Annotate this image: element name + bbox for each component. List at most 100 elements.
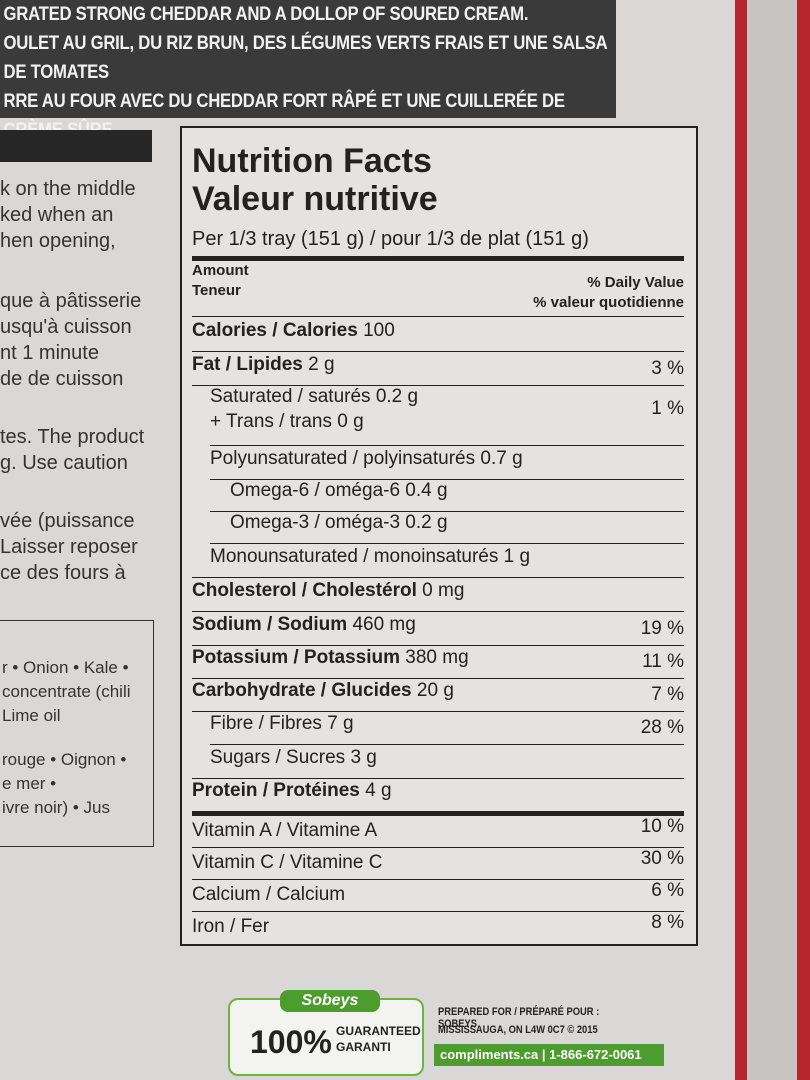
ingredients: r • Onion • Kale • concentrate (chili Li…	[2, 656, 131, 820]
daily-value-pct: 1 %	[651, 398, 684, 419]
daily-value-pct: 6 %	[651, 880, 684, 901]
nutrient-label: Omega-6 / oméga-6 0.4 g	[230, 480, 448, 501]
rule	[192, 778, 684, 779]
vitamin-row: Calcium / Calcium 6 %	[192, 880, 684, 906]
nutrient-row: Potassium / Potassium 380 mg 11 %	[192, 647, 684, 672]
address: MISSISSAUGA, ON L4W 0C7 © 2015	[438, 1024, 598, 1036]
footer: Sobeys 100% GUARANTEED GARANTI PREPARED …	[228, 990, 668, 1076]
nutrient-row: Sugars / Sucres 3 g	[210, 747, 684, 769]
guarantee: 100%	[250, 1024, 332, 1060]
rule	[210, 744, 684, 745]
nutrient-row: Protein / Protéines 4 g	[192, 780, 684, 802]
banner-line: OULET AU GRIL, DU RIZ BRUN, DES LÉGUMES …	[3, 33, 608, 83]
text-line: g. Use caution	[0, 452, 128, 474]
nutrient-label: Saturated / saturés 0.2 g	[210, 386, 419, 407]
rule	[210, 479, 684, 480]
text-line: vée (puissance	[0, 510, 135, 532]
rule	[192, 678, 684, 679]
amount-fr: Teneur	[192, 282, 241, 299]
brand-logo: Sobeys	[280, 990, 380, 1012]
rule	[192, 811, 684, 816]
text-line: concentrate (chili	[2, 682, 131, 701]
section-bar	[0, 130, 152, 162]
text-line: usqu'à cuisson	[0, 316, 132, 338]
rule	[192, 879, 684, 880]
daily-value-pct: 11 %	[642, 651, 684, 672]
vitamin-label: Calcium / Calcium	[192, 884, 346, 905]
rule	[192, 577, 684, 578]
serving: Per 1/3 tray (151 g) / pour 1/3 de plat …	[192, 228, 589, 250]
daily-value-pct: 7 %	[651, 684, 684, 705]
nutrient-row: Fat / Lipides 2 g 3 %	[192, 354, 684, 379]
vitamin-label: Vitamin C / Vitamine C	[192, 852, 383, 873]
nutrient-label: Monounsaturated / monoinsaturés 1 g	[210, 546, 531, 567]
rule	[192, 256, 684, 261]
rule	[192, 316, 684, 317]
banner: GRATED STRONG CHEDDAR AND A DOLLOP OF SO…	[0, 0, 616, 141]
daily-value-pct: 10 %	[640, 816, 684, 837]
nutrient-line2: + Trans / trans 0 g	[210, 411, 364, 432]
text-line: que à pâtisserie	[0, 290, 142, 312]
nutrient-label: Potassium / Potassium	[192, 647, 401, 668]
vitamin-label: Iron / Fer	[192, 916, 270, 937]
text-line: ce des fours à	[0, 562, 126, 584]
rule	[192, 611, 684, 612]
nutrient-label: Sugars / Sucres 3 g	[210, 747, 377, 768]
rule	[192, 847, 684, 848]
daily-value-pct: 8 %	[651, 912, 684, 933]
nutrient-label: Fibre / Fibres 7 g	[210, 713, 354, 734]
daily-value-pct: 30 %	[640, 848, 684, 869]
daily-value-fr: % valeur quotidienne	[533, 294, 684, 311]
nutrient-amount: 20 g	[416, 680, 454, 701]
text-line: nt 1 minute	[0, 342, 99, 364]
prepared-for: PREPARED FOR / PRÉPARÉ POUR : SOBEYS	[438, 1006, 600, 1030]
rule	[210, 543, 684, 544]
rule	[210, 445, 684, 446]
nutrient-amount: 0 mg	[422, 580, 465, 601]
instructions: k on the middle ked when an hen opening,…	[0, 176, 144, 586]
daily-value-pct: 3 %	[651, 358, 684, 379]
text-line: hen opening,	[0, 230, 116, 252]
contact: compliments.ca | 1-866-672-0061	[434, 1044, 664, 1066]
nutrient-label: Protein / Protéines	[192, 780, 360, 801]
rule	[210, 511, 684, 512]
garanti: GARANTI	[336, 1040, 391, 1054]
nutrient-label: Polyunsaturated / polyinsaturés 0.7 g	[210, 448, 523, 469]
text-line: ked when an	[0, 204, 114, 226]
nutrient-label: Calories / Calories	[192, 320, 358, 341]
text-line: e mer •	[2, 774, 57, 793]
ingredients-box	[0, 620, 154, 847]
nutrient-label: Cholesterol / Cholestérol	[192, 580, 417, 601]
nutrient-row: Sodium / Sodium 460 mg 19 %	[192, 614, 684, 639]
nutrient-amount: 100	[363, 320, 395, 341]
text-line: Lime oil	[2, 706, 61, 725]
nutrient-label: Omega-3 / oméga-3 0.2 g	[230, 512, 448, 533]
nutrient-row: Omega-6 / oméga-6 0.4 g	[230, 480, 684, 502]
rule	[192, 351, 684, 352]
nutrient-row: Cholesterol / Cholestérol 0 mg	[192, 580, 684, 602]
nutrient-amount: 460 mg	[352, 614, 416, 635]
text-line: r • Onion • Kale •	[2, 658, 129, 677]
nutrition-panel: Nutrition Facts Valeur nutritive Per 1/3…	[180, 126, 698, 946]
nutrient-row: Saturated / saturés 0.2 g + Trans / trans…	[210, 386, 684, 433]
text-line: rouge • Oignon •	[2, 750, 127, 769]
nutrient-label: Fat / Lipides	[192, 354, 303, 375]
nutrient-amount: 2 g	[308, 354, 335, 375]
title-fr: Valeur nutritive	[192, 180, 438, 218]
nutrient-label: Sodium / Sodium	[192, 614, 348, 635]
red-strip	[735, 0, 810, 1080]
text-line: k on the middle	[0, 178, 136, 200]
nutrient-amount: 380 mg	[405, 647, 469, 668]
nutrient-row: Monounsaturated / monoinsaturés 1 g	[210, 546, 684, 568]
text-line: de de cuisson	[0, 368, 124, 390]
rule	[192, 385, 684, 386]
rule	[192, 645, 684, 646]
rule	[192, 711, 684, 712]
daily-value-pct: 19 %	[640, 618, 684, 639]
vitamin-row: Iron / Fer 8 %	[192, 912, 684, 938]
nutrient-row: Polyunsaturated / polyinsaturés 0.7 g	[210, 448, 684, 470]
nutrient-label: Carbohydrate / Glucides	[192, 680, 412, 701]
nutrient-row: Omega-3 / oméga-3 0.2 g	[230, 512, 684, 534]
vitamin-row: Vitamin A / Vitamine A 10 %	[192, 816, 684, 842]
